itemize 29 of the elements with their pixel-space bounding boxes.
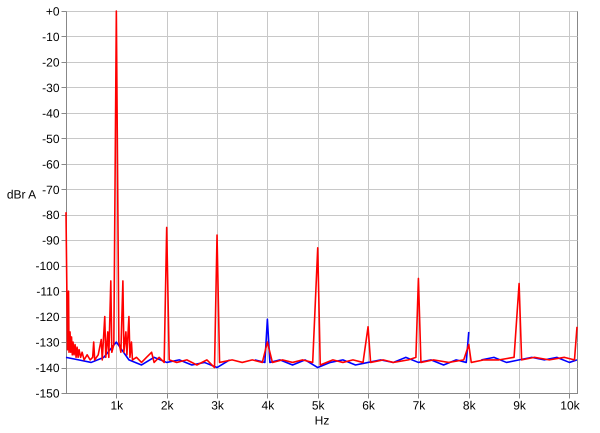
y-tick-label: -110 (36, 284, 60, 299)
x-tick-label: 7k (412, 398, 426, 412)
x-tick-label: 10k (560, 398, 581, 412)
y-tick-label: -10 (42, 30, 60, 44)
y-tick-label: -90 (42, 234, 60, 248)
y-tick-label: -60 (42, 157, 60, 172)
x-tick-label: 3k (211, 398, 225, 412)
x-tick-label: 2k (160, 398, 175, 412)
x-tick-label: 9k (513, 398, 527, 412)
y-tick-label: +0 (46, 4, 60, 18)
y-tick-label: -140 (35, 361, 60, 376)
y-tick-label: -80 (42, 208, 60, 222)
y-tick-label: -100 (35, 259, 60, 274)
y-tick-label: -50 (42, 132, 60, 146)
y-tick-label: -70 (42, 182, 60, 197)
x-axis-title: Hz (314, 414, 330, 428)
y-tick-label: -130 (35, 336, 60, 350)
y-tick-label: -40 (42, 106, 60, 120)
y-axis-title: dBr A (6, 188, 36, 202)
y-tick-label: -20 (42, 55, 60, 70)
x-tick-label: 5k (312, 398, 326, 412)
x-tick-label: 8k (462, 398, 477, 412)
y-tick-label: -120 (35, 310, 60, 324)
y-tick-label: -30 (42, 80, 60, 95)
x-tick-label: 4k (262, 398, 276, 412)
x-tick-label: 1k (110, 398, 124, 412)
y-tick-label: -150 (35, 386, 60, 400)
line-series (65, 10, 578, 368)
x-tick-label: 6k (362, 398, 376, 412)
